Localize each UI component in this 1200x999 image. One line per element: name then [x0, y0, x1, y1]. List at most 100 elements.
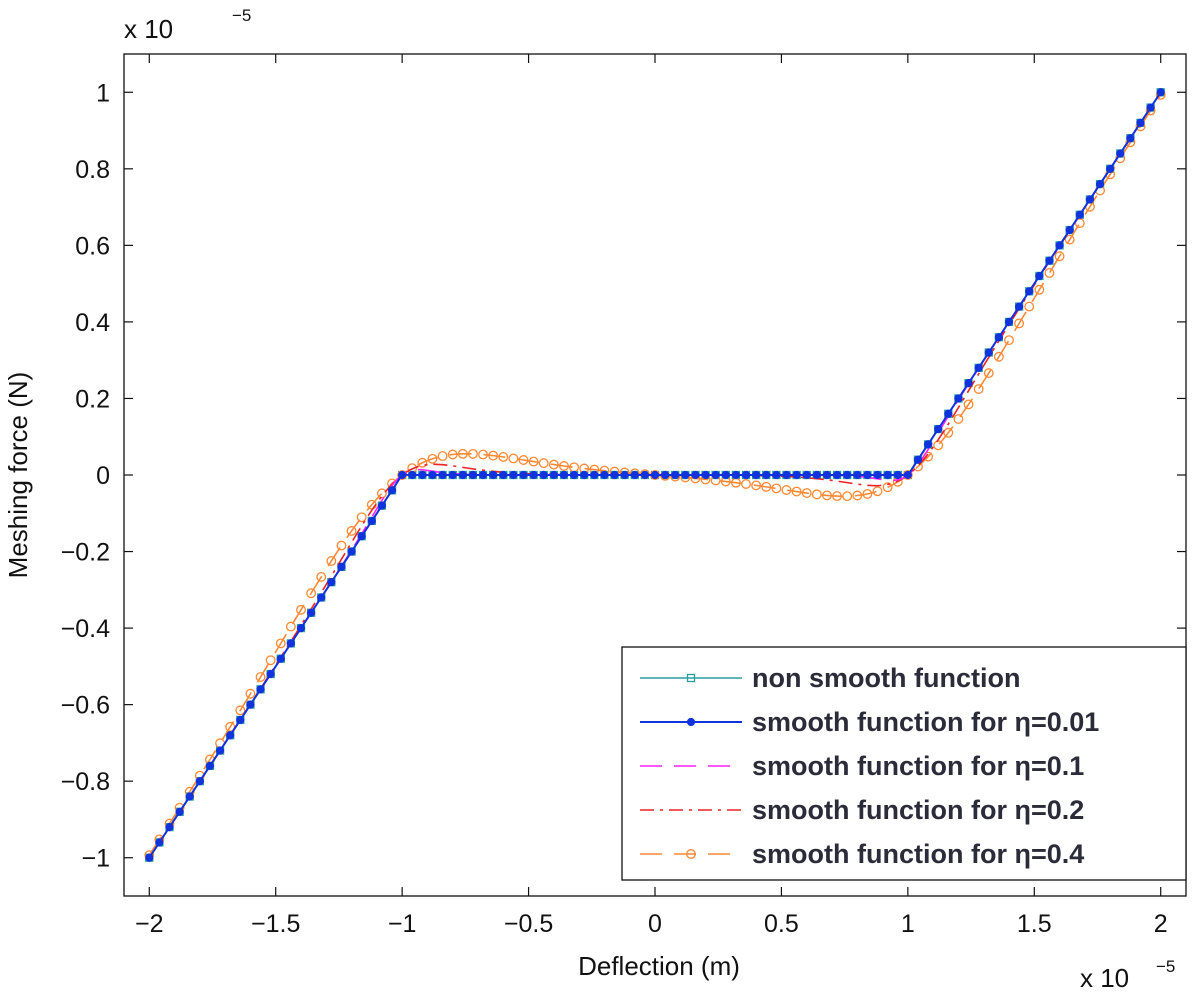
- data-point: [852, 490, 863, 501]
- data-point: [731, 470, 741, 480]
- legend: non smooth function smooth function for η…: [621, 646, 1187, 881]
- data-point: [701, 470, 710, 480]
- y-tick-label: −0.8: [61, 768, 110, 796]
- data-point: [306, 588, 317, 599]
- data-point: [832, 491, 843, 502]
- data-point: [255, 672, 266, 682]
- data-point: [640, 470, 649, 480]
- data-point: [1126, 134, 1135, 143]
- legend-label: smooth function for η=0.4: [752, 839, 1084, 869]
- data-point: [499, 470, 508, 480]
- data-point: [771, 483, 782, 494]
- data-point: [762, 470, 771, 480]
- x-axis-ticks: −2 −1.5 −1 −0.5 0 0.5 1 1.5 2: [135, 54, 1168, 938]
- data-point: [761, 481, 772, 492]
- data-point: [235, 705, 246, 716]
- data-point: [266, 669, 275, 679]
- data-point: [376, 488, 387, 499]
- data-point: [842, 491, 853, 502]
- data-point: [832, 470, 842, 480]
- data-point: [175, 807, 184, 816]
- data-point: [489, 470, 498, 480]
- data-point: [953, 414, 964, 424]
- data-point: [963, 399, 974, 410]
- data-point: [984, 348, 993, 357]
- x-tick-label: 1.5: [1017, 910, 1052, 938]
- legend-item: smooth function for η=0.1: [640, 751, 1084, 781]
- data-point: [843, 470, 852, 480]
- data-point: [427, 453, 438, 464]
- data-point: [236, 715, 245, 725]
- data-point: [357, 532, 366, 541]
- legend-label: smooth function for η=0.2: [752, 795, 1084, 825]
- data-point: [438, 470, 447, 480]
- data-point: [1075, 210, 1084, 219]
- data-point: [983, 368, 994, 379]
- data-point: [296, 623, 306, 633]
- y-tick-label: 0.2: [75, 385, 110, 413]
- data-point: [923, 440, 933, 449]
- y-exponent: −5: [232, 6, 251, 25]
- data-point: [559, 470, 569, 480]
- y-tick-label: 1: [96, 79, 110, 107]
- data-point: [1106, 164, 1115, 173]
- data-point: [964, 379, 973, 388]
- data-point: [1116, 149, 1125, 158]
- data-point: [934, 424, 943, 434]
- data-point: [529, 470, 538, 480]
- y-axis-ticks: −1 −0.8 −0.6 −0.4 −0.2 0 0.2 0.4 0.6 0.8 1: [61, 79, 1186, 873]
- data-point: [317, 593, 326, 602]
- data-point: [215, 746, 225, 755]
- data-point: [993, 351, 1004, 362]
- data-point: [185, 792, 194, 801]
- data-point: [752, 470, 761, 480]
- data-point: [408, 470, 417, 480]
- y-tick-label: −0.6: [61, 692, 110, 720]
- data-point: [741, 470, 751, 480]
- data-point: [882, 482, 893, 493]
- data-point: [428, 470, 437, 480]
- data-point: [1045, 256, 1054, 265]
- data-point: [1034, 284, 1045, 295]
- x-exponent: −5: [1156, 957, 1175, 976]
- data-point: [195, 777, 204, 786]
- data-point: [519, 470, 528, 480]
- data-point: [782, 470, 791, 480]
- data-point: [1095, 180, 1105, 189]
- data-point: [337, 562, 346, 571]
- data-point: [478, 470, 488, 480]
- data-point: [256, 685, 265, 694]
- data-point: [1065, 225, 1074, 235]
- data-point: [893, 470, 902, 480]
- data-point: [549, 470, 558, 480]
- x-tick-label: 2: [1154, 910, 1168, 938]
- data-point: [1004, 317, 1014, 327]
- data-point: [367, 516, 376, 526]
- y-tick-label: −0.2: [61, 539, 110, 567]
- data-point: [539, 470, 548, 480]
- data-point: [1035, 271, 1044, 281]
- data-point: [1055, 241, 1064, 250]
- data-point: [791, 486, 802, 497]
- data-point: [559, 461, 569, 471]
- data-point: [862, 488, 873, 499]
- data-point: [811, 489, 822, 500]
- data-point: [458, 470, 467, 480]
- data-point: [1064, 234, 1075, 245]
- legend-item: non smooth function: [640, 663, 1020, 693]
- data-point: [316, 571, 327, 582]
- data-point: [165, 823, 174, 832]
- data-point: [245, 688, 256, 699]
- y-tick-label: 0.8: [75, 156, 110, 184]
- data-point: [548, 459, 559, 470]
- x-tick-label: −1: [388, 910, 417, 938]
- legend-marker: [686, 717, 696, 727]
- x-tick-label: −2: [135, 910, 164, 938]
- data-point: [1004, 335, 1014, 346]
- data-point: [356, 512, 367, 523]
- data-point: [326, 556, 337, 566]
- data-point: [772, 470, 781, 480]
- data-point: [418, 470, 427, 480]
- x-tick-label: −1.5: [251, 910, 300, 938]
- data-point: [973, 384, 984, 394]
